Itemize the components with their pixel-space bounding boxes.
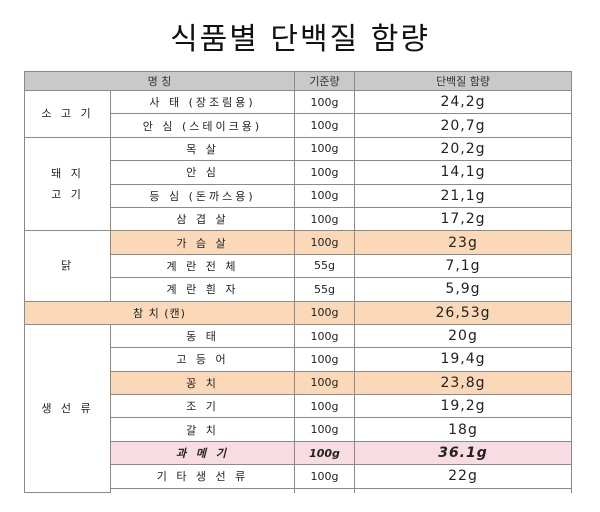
food-name: 안 심 (110, 160, 295, 185)
food-name: 조 기 (110, 394, 295, 419)
table-row: 안 심 (스테이크용) 100g 20,7g (25, 113, 572, 138)
group-pork-line1: 돼 지 (51, 167, 84, 181)
table-row: 닭 가 슴 살 100g 23g (24, 230, 572, 302)
table-row: 조 기 100g 19,2g (25, 394, 572, 419)
food-name: 목 살 (110, 136, 295, 162)
protein-value: 7,1g (354, 253, 572, 279)
protein-value: 20,7g (354, 113, 572, 138)
protein-value: 21,1g (354, 183, 572, 208)
table-row: 고 등 어 100g 19,4g (25, 347, 572, 372)
tail-cell (110, 487, 295, 493)
tail-cell (294, 487, 355, 493)
group-tuna: 참 치 (캔) (24, 300, 295, 325)
food-name: 등 심 (돈까스용) (110, 183, 295, 208)
table-tail-row (25, 487, 572, 493)
protein-value: 19,2g (354, 394, 572, 419)
group-pork: 돼 지 고 기 (24, 136, 111, 232)
base-amount: 100g (294, 417, 355, 442)
protein-value: 23,8g (354, 370, 572, 396)
group-chicken: 닭 (24, 230, 111, 302)
base-amount: 100g (294, 300, 355, 325)
protein-value: 19,4g (354, 347, 572, 372)
base-amount: 100g (294, 464, 355, 489)
tail-cell (354, 487, 572, 493)
food-name: 가 슴 살 (110, 230, 295, 255)
header-amount: 기준량 (294, 71, 355, 91)
base-amount: 100g (294, 89, 355, 115)
food-name: 꽁 치 (110, 370, 295, 396)
table-row: 삼 겹 살 100g 17,2g (25, 206, 572, 232)
base-amount: 100g (294, 230, 355, 255)
table-row: 참 치 (캔) 100g 26,53g (24, 300, 572, 325)
base-amount: 100g (294, 370, 355, 396)
protein-value: 22g (354, 464, 572, 489)
table-row: 소 고 기 사 태 (장조림용) 100g 24,2g (24, 89, 572, 138)
protein-value: 36.1g (354, 440, 572, 466)
table-row: 계 란 전 체 55g 7,1g (25, 253, 572, 279)
protein-value: 26,53g (354, 300, 572, 325)
base-amount: 100g (294, 394, 355, 419)
table-row: 생 선 류 동 태 100g 20g (24, 323, 572, 494)
group-pork-line2: 고 기 (51, 188, 84, 202)
food-name: 계 란 흰 자 (110, 277, 295, 302)
food-name: 삼 겹 살 (110, 206, 295, 232)
group-beef: 소 고 기 (24, 90, 111, 138)
table-row: 과 메 기 100g 36.1g (25, 440, 572, 466)
base-amount: 55g (294, 253, 355, 279)
base-amount: 100g (294, 160, 355, 185)
base-amount: 100g (294, 323, 355, 349)
protein-value: 20g (354, 323, 572, 349)
table-row: 기 타 생 선 류 100g 22g (25, 464, 572, 489)
table-row: 꽁 치 100g 23,8g (25, 370, 572, 396)
protein-value: 5,9g (354, 277, 572, 302)
table-row: 갈 치 100g 18g (25, 417, 572, 442)
base-amount: 100g (294, 347, 355, 372)
food-name: 고 등 어 (110, 347, 295, 372)
protein-value: 24,2g (354, 89, 572, 115)
table-header-row: 명 칭 기준량 단백질 함량 (24, 71, 572, 91)
protein-value: 14,1g (354, 160, 572, 185)
base-amount: 100g (294, 183, 355, 208)
header-name: 명 칭 (24, 71, 295, 91)
protein-value: 18g (354, 417, 572, 442)
food-name: 갈 치 (110, 417, 295, 442)
header-protein: 단백질 함량 (354, 71, 572, 91)
food-name: 과 메 기 (110, 440, 295, 466)
food-name: 기 타 생 선 류 (110, 464, 295, 489)
base-amount: 100g (294, 136, 355, 162)
base-amount: 100g (294, 206, 355, 232)
page-title: 식품별 단백질 함량 (170, 22, 430, 57)
table-row: 돼 지 고 기 목 살 100g 20,2g (24, 136, 572, 232)
food-name: 계 란 전 체 (110, 253, 295, 279)
base-amount: 55g (294, 277, 355, 302)
food-name: 동 태 (110, 323, 295, 349)
food-name: 안 심 (스테이크용) (110, 113, 295, 138)
protein-value: 20,2g (354, 136, 572, 162)
food-name: 사 태 (장조림용) (110, 89, 295, 115)
protein-table: 명 칭 기준량 단백질 함량 소 고 기 사 태 (장조림용) 100g 24,… (24, 71, 572, 494)
base-amount: 100g (294, 440, 355, 466)
protein-value: 23g (354, 230, 572, 255)
table-row: 안 심 100g 14,1g (25, 160, 572, 185)
protein-value: 17,2g (354, 206, 572, 232)
group-fish: 생 선 류 (24, 323, 111, 494)
table-row: 계 란 흰 자 55g 5,9g (25, 277, 572, 302)
base-amount: 100g (294, 113, 355, 138)
table-row: 등 심 (돈까스용) 100g 21,1g (25, 183, 572, 208)
